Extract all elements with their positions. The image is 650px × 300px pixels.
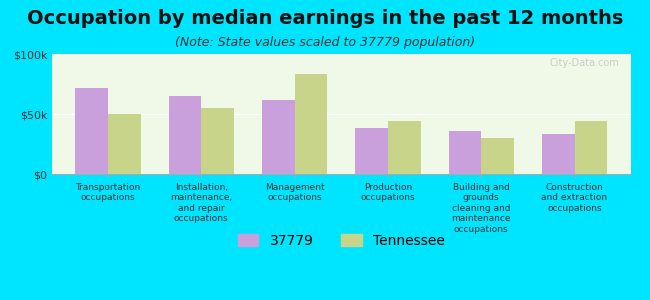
Bar bbox=[202, 108, 234, 174]
Bar bbox=[575, 121, 607, 174]
Bar bbox=[388, 121, 421, 174]
Text: (Note: State values scaled to 37779 population): (Note: State values scaled to 37779 popu… bbox=[175, 36, 475, 49]
Text: Occupation by median earnings in the past 12 months: Occupation by median earnings in the pas… bbox=[27, 9, 623, 28]
Bar bbox=[168, 96, 202, 174]
Bar bbox=[262, 100, 294, 174]
Bar bbox=[356, 128, 388, 174]
Bar bbox=[448, 131, 481, 174]
Bar bbox=[108, 114, 140, 174]
Bar bbox=[294, 74, 327, 174]
Bar bbox=[481, 138, 514, 174]
Legend: 37779, Tennessee: 37779, Tennessee bbox=[232, 228, 450, 254]
Bar bbox=[75, 88, 108, 174]
Text: City-Data.com: City-Data.com bbox=[549, 58, 619, 68]
Bar bbox=[542, 134, 575, 174]
